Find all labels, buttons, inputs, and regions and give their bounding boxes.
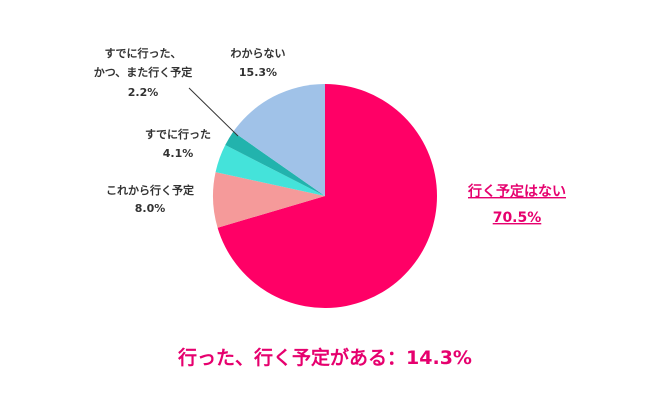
slice-plan-to-go bbox=[213, 172, 325, 228]
slice-went-and-will-go bbox=[225, 131, 325, 196]
slice-dont-know bbox=[233, 84, 325, 196]
leader-line-revisit bbox=[188, 87, 239, 137]
label-no-plan: 行く予定はない bbox=[467, 183, 566, 200]
value-plan-to-go: 8.0% bbox=[135, 202, 166, 215]
label-went-and-will-go-line1: すでに行った、 bbox=[104, 46, 181, 60]
summary-text: 行った、行く予定がある：14.3% bbox=[178, 347, 472, 369]
label-went-and-will-go-line2: かつ、また行く予定 bbox=[94, 65, 193, 79]
pie-slices bbox=[213, 84, 438, 309]
value-no-plan: 70.5% bbox=[493, 210, 542, 226]
slice-no-plan bbox=[217, 84, 438, 309]
value-already-went: 4.1% bbox=[163, 147, 194, 160]
label-plan-to-go: これから行く予定 bbox=[106, 183, 194, 197]
value-went-and-will-go: 2.2% bbox=[128, 86, 159, 99]
label-already-went: すでに行った bbox=[145, 127, 211, 141]
slice-already-went bbox=[215, 145, 325, 196]
value-dont-know: 15.3% bbox=[239, 66, 277, 79]
label-dont-know: わからない bbox=[231, 47, 286, 60]
